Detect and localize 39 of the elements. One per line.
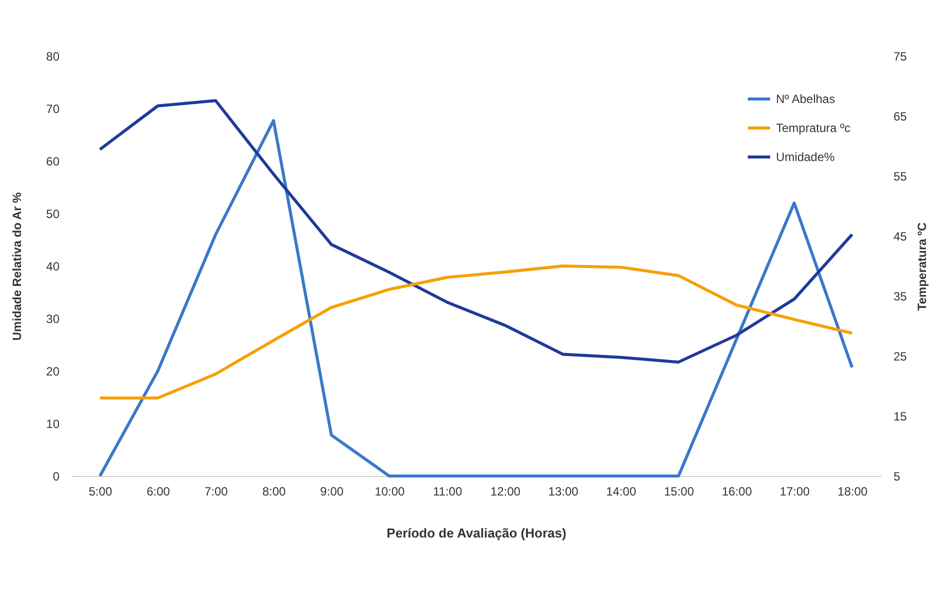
y2-axis-title: Temperatura ºC <box>914 222 929 311</box>
y-tick-label: 20 <box>46 364 60 378</box>
y2-tick-label: 35 <box>894 290 908 304</box>
legend-label: Nº Abelhas <box>776 92 836 106</box>
x-tick-label: 6:00 <box>146 484 170 498</box>
y2-tick-label: 5 <box>894 470 900 484</box>
legend-label: Tempratura ºc <box>776 121 850 135</box>
y2-tick-label: 25 <box>894 350 908 364</box>
y2-tick-label: 65 <box>894 110 908 124</box>
y-tick-label: 80 <box>46 50 60 64</box>
x-tick-label: 8:00 <box>262 484 286 498</box>
y-tick-label: 40 <box>46 260 60 274</box>
y2-tick-label: 45 <box>894 230 908 244</box>
legend-label: Umidade% <box>776 150 836 164</box>
x-tick-label: 16:00 <box>722 484 752 498</box>
x-tick-label: 5:00 <box>88 484 112 498</box>
x-tick-label: 12:00 <box>490 484 521 498</box>
y-axis-title: Umidade Relativa do Ar % <box>10 192 24 341</box>
y-tick-label: 70 <box>46 102 60 116</box>
x-tick-label: 14:00 <box>606 484 636 498</box>
x-tick-label: 11:00 <box>433 484 462 498</box>
x-tick-label: 10:00 <box>374 484 406 498</box>
x-tick-label: 15:00 <box>664 484 694 498</box>
line-series <box>98 264 854 400</box>
line-series <box>98 119 854 478</box>
y-tick-label: 50 <box>46 207 60 221</box>
x-tick-label: 13:00 <box>548 484 579 498</box>
x-tick-label: 18:00 <box>838 484 868 498</box>
y-tick-label: 10 <box>46 417 60 431</box>
y2-tick-label: 75 <box>894 50 908 64</box>
x-axis-title: Período de Avaliação (Horas) <box>386 526 566 540</box>
y-tick-label: 0 <box>52 470 60 484</box>
y2-tick-label: 55 <box>894 170 908 184</box>
x-tick-label: 17:00 <box>780 484 810 498</box>
y-tick-label: 30 <box>46 312 60 326</box>
y-tick-label: 60 <box>46 154 60 168</box>
y2-tick-label: 15 <box>894 410 908 424</box>
x-tick-label: 9:00 <box>320 484 344 498</box>
x-tick-label: 7:00 <box>204 484 228 498</box>
